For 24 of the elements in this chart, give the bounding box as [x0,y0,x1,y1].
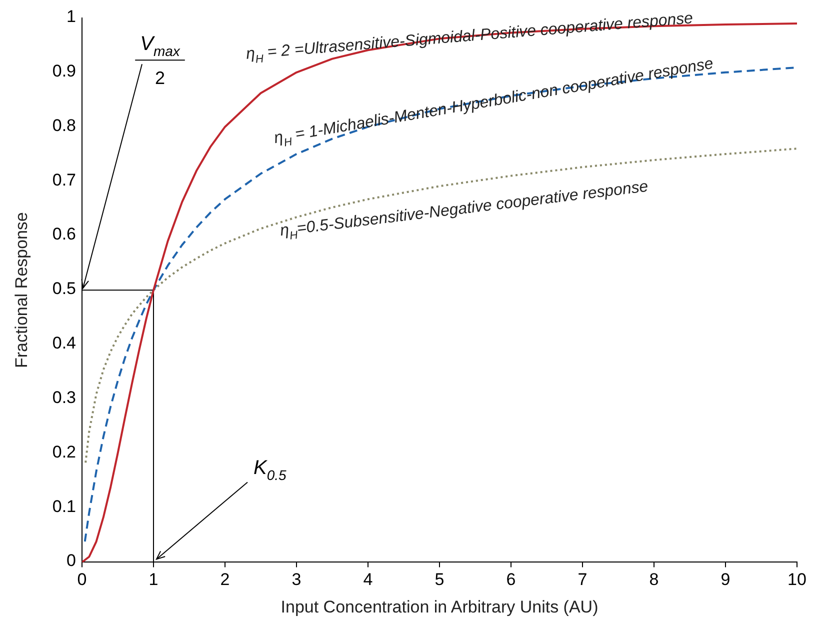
y-tick-label: 0.1 [52,496,76,516]
annotation: 2 [154,68,166,88]
y-tick-label: 0.8 [52,116,76,135]
x-tick-label: 4 [363,570,373,590]
y-tick-label: 0 [66,551,76,570]
x-tick-label: 2 [220,570,230,590]
y-tick-label: 0.4 [52,334,76,353]
y-tick-label: 0.9 [52,61,76,80]
y-tick-label: 0.2 [52,442,76,462]
x-tick-label: 9 [720,570,730,590]
x-tick-label: 7 [578,570,588,590]
x-axis-title: Input Concentration in Arbitrary Units (AU) [280,597,598,616]
x-tick-label: 10 [788,570,806,590]
y-tick-label: 0.6 [52,224,76,244]
x-tick-label: 3 [292,570,302,590]
y-tick-label: 0.7 [52,170,76,190]
y-tick-label: 1 [66,7,76,26]
x-tick-label: 6 [506,570,516,590]
x-tick-label: 8 [649,570,659,590]
y-axis-title: Fractional Response [12,212,31,368]
y-tick-label: 0.3 [52,388,76,407]
x-tick-label: 1 [148,570,158,590]
y-tick-label: 0.5 [52,279,76,298]
x-tick-label: 5 [434,570,444,590]
